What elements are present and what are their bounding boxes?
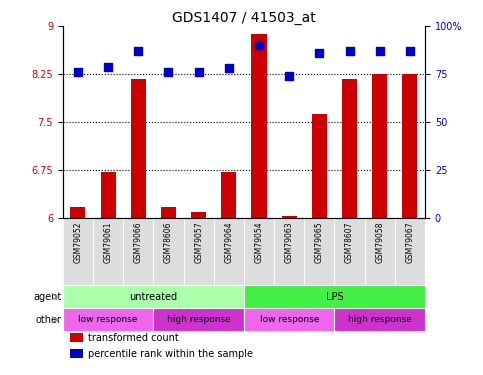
Text: transformed count: transformed count [88,333,179,344]
Bar [244,218,274,285]
Text: GSM79064: GSM79064 [224,221,233,263]
Point [285,73,293,79]
Bar [221,172,236,218]
Text: GSM79067: GSM79067 [405,221,414,263]
Bar [63,285,244,308]
Point [195,69,202,75]
Bar [312,114,327,218]
Bar [334,308,425,331]
Point [255,42,263,48]
Text: other: other [35,315,61,325]
Text: agent: agent [33,292,61,302]
Bar [395,218,425,285]
Text: GSM79061: GSM79061 [103,221,113,263]
Point [74,69,82,75]
Bar [70,349,83,358]
Bar [100,172,115,218]
Point [225,66,233,72]
Point [346,48,354,54]
Bar [402,74,417,218]
Bar [71,207,85,218]
Text: GSM79054: GSM79054 [255,221,264,263]
Bar [70,333,83,342]
Text: untreated: untreated [129,292,177,302]
Text: high response: high response [167,315,230,324]
Bar [244,308,334,331]
Point [134,48,142,54]
Title: GDS1407 / 41503_at: GDS1407 / 41503_at [172,11,316,25]
Text: GSM79066: GSM79066 [134,221,143,263]
Text: GSM79057: GSM79057 [194,221,203,263]
Text: low response: low response [259,315,319,324]
Bar [244,285,425,308]
Text: GSM79063: GSM79063 [284,221,294,263]
Bar [213,218,244,285]
Bar [274,218,304,285]
Bar [304,218,334,285]
Bar [161,207,176,218]
Bar [334,218,365,285]
Text: percentile rank within the sample: percentile rank within the sample [88,349,253,359]
Bar [131,80,146,218]
Point [376,48,384,54]
Bar [191,211,206,218]
Bar [372,74,387,218]
Text: GSM78606: GSM78606 [164,221,173,263]
Bar [252,34,267,218]
Point [104,63,112,69]
Text: GSM79058: GSM79058 [375,221,384,263]
Bar [93,218,123,285]
Bar [123,218,154,285]
Text: LPS: LPS [326,292,343,302]
Point [315,50,323,56]
Text: GSM78607: GSM78607 [345,221,354,263]
Point [165,69,172,75]
Bar [63,218,93,285]
Bar [154,308,244,331]
Bar [184,218,213,285]
Text: GSM79052: GSM79052 [73,221,83,263]
Bar [154,218,184,285]
Bar [63,308,154,331]
Text: low response: low response [78,315,138,324]
Point [406,48,414,54]
Text: high response: high response [348,315,412,324]
Bar [365,218,395,285]
Bar [342,80,357,218]
Text: GSM79065: GSM79065 [315,221,324,263]
Bar [282,216,297,218]
